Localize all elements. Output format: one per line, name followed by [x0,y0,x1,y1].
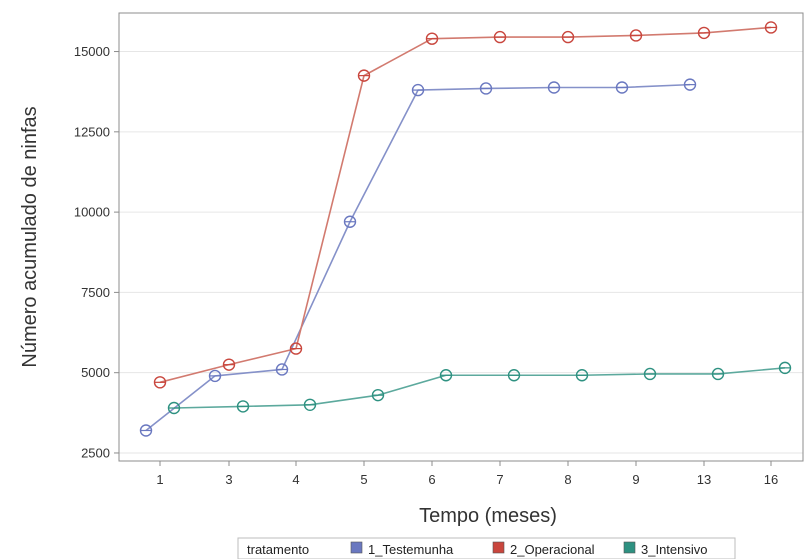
series-line [159,26,772,384]
x-tick-label: 1 [156,472,163,487]
y-tick-label: 2500 [81,445,110,460]
x-tick-label: 6 [428,472,435,487]
x-tick-label: 4 [292,472,299,487]
x-tick-label: 8 [564,472,571,487]
series-line [173,367,786,409]
plot-frame [118,12,804,462]
x-tick-label: 5 [360,472,367,487]
y-tick-label: 5000 [81,365,110,380]
y-tick-label: 7500 [81,285,110,300]
legend-label: 2_Operacional [510,542,595,557]
x-axis-title: Tempo (meses) [419,505,557,527]
legend-label: 1_Testemunha [368,542,454,557]
y-tick-label: 15000 [74,44,110,59]
legend-label: 3_Intensivo [641,542,708,557]
series [139,21,792,437]
y-axis-title: Número acumulado de ninfas [19,106,41,367]
legend-title: tratamento [247,542,309,557]
x-tick-label: 16 [764,472,778,487]
grid [119,51,803,454]
x-tick-label: 9 [632,472,639,487]
x-tick-label: 3 [225,472,232,487]
legend-swatch [350,541,363,554]
y-tick-label: 12500 [74,124,110,139]
legend: tratamento 1_Testemunha 2_Operacional 3_In… [237,537,736,559]
x-tick-label: 13 [697,472,711,487]
legend-swatch [492,541,505,554]
y-tick-label: 10000 [74,205,110,220]
x-tick-label: 7 [496,472,503,487]
legend-swatch [623,541,636,554]
